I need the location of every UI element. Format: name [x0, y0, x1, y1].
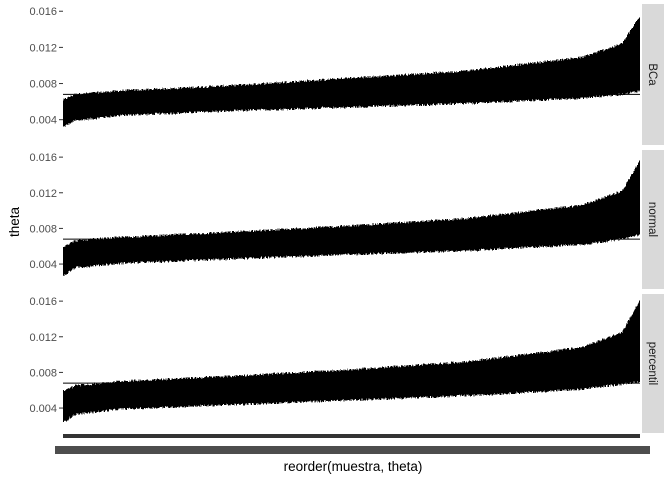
x-axis-overlapping-tick-labels	[55, 446, 650, 454]
y-axis-title: theta	[7, 206, 22, 237]
facet-panel-bca: 0.004 0.008 0.012 0.016 BCa	[29, 4, 664, 145]
facet-panels: 0.0040.0080.0120.016BCa0.0040.0080.0120.…	[29, 4, 664, 433]
y-tick-label: 0.016	[29, 296, 57, 308]
x-axis	[55, 434, 650, 454]
y-tick-label: 0.008	[29, 79, 57, 91]
facet-strip-label: BCa	[646, 63, 658, 86]
errorbar-series-percentil	[63, 300, 640, 423]
facet-strip	[642, 150, 664, 289]
y-tick-label: 0.016	[29, 152, 57, 164]
facet-strip-label: percentil	[646, 342, 658, 385]
facet-panel-percentil: 0.004 0.008 0.012 0.016 percentil	[29, 294, 664, 433]
facet-panel-normal: 0.004 0.008 0.012 0.016 normal	[29, 150, 664, 289]
y-tick-label: 0.016	[29, 6, 57, 18]
y-tick-label: 0.004	[29, 115, 57, 127]
facet-strip	[642, 294, 664, 433]
x-axis-title: reorder(muestra, theta)	[284, 459, 423, 474]
y-tick-label: 0.012	[29, 188, 57, 200]
y-tick-label: 0.012	[29, 332, 57, 344]
errorbar-series-bca	[63, 17, 640, 127]
y-tick-label: 0.008	[29, 367, 57, 379]
facet-strip-label: normal	[646, 202, 658, 237]
y-tick-label: 0.004	[29, 259, 57, 271]
errorbar-series-normal	[63, 160, 640, 276]
x-axis-tick-band	[63, 434, 640, 438]
y-tick-label: 0.012	[29, 42, 57, 54]
facet-strip	[642, 4, 664, 145]
y-tick-label: 0.008	[29, 223, 57, 235]
y-tick-label: 0.004	[29, 403, 57, 415]
